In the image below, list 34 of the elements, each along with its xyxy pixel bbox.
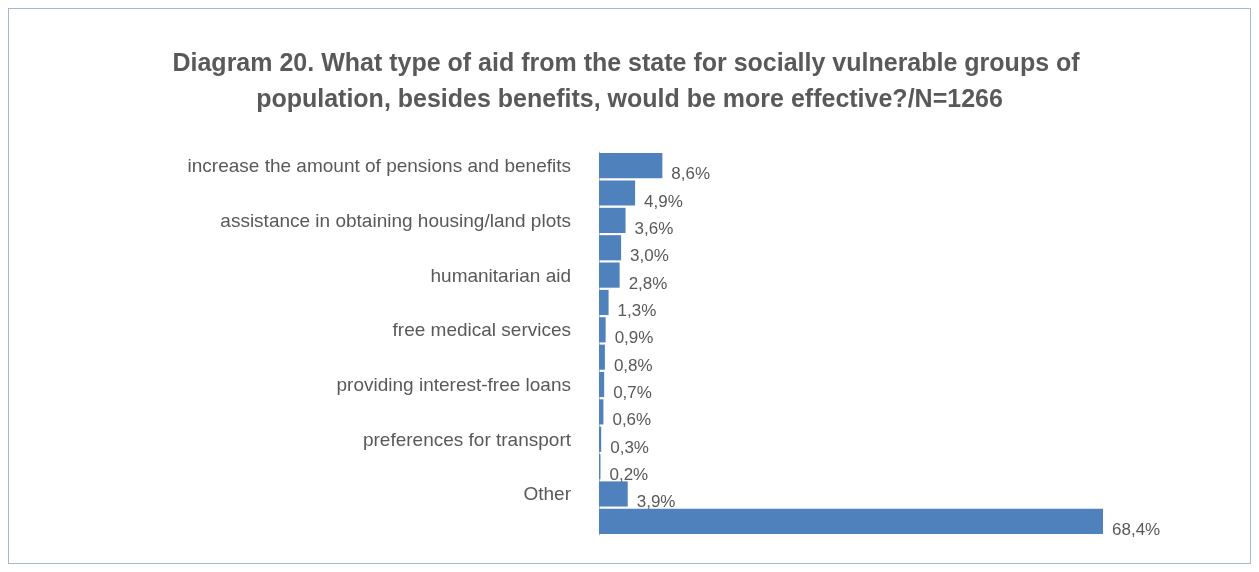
data-label: 8,6% xyxy=(671,164,711,184)
data-label: 68,4% xyxy=(1112,519,1161,539)
chart-title: Diagram 20. What type of aid from the state for socially vulnerable groups of population, besides benefits, would be more effective?/N=1266 xyxy=(172,48,1087,112)
bar xyxy=(599,481,628,507)
data-label: 0,9% xyxy=(614,328,654,348)
bar xyxy=(599,399,604,425)
data-label: 0,3% xyxy=(610,437,649,457)
bar xyxy=(599,153,663,179)
y-tick-label: preferences for transport xyxy=(362,428,572,450)
bar xyxy=(599,235,622,261)
bar xyxy=(599,180,636,206)
y-tick-label: providing interest-free loans xyxy=(336,374,571,396)
data-label: 0,8% xyxy=(613,355,653,375)
data-label: 3,9% xyxy=(636,492,676,512)
y-tick-label: Other xyxy=(523,483,572,505)
data-label: 1,3% xyxy=(617,300,657,320)
bar xyxy=(599,262,620,288)
y-tick-label: free medical services xyxy=(392,319,571,341)
data-label: 0,6% xyxy=(612,410,652,430)
data-label: 4,9% xyxy=(644,191,683,211)
bar xyxy=(599,317,606,343)
bar xyxy=(599,508,1103,534)
y-tick-label: humanitarian aid xyxy=(430,264,571,286)
y-tick-label: increase the amount of pensions and benefits xyxy=(187,155,571,177)
data-label: 0,2% xyxy=(609,465,649,485)
y-tick-label: assistance in obtaining housing/land plots xyxy=(220,209,571,231)
bar xyxy=(599,289,609,316)
data-label: 0,7% xyxy=(613,383,652,403)
data-label: 3,0% xyxy=(630,246,669,266)
data-label: 3,6% xyxy=(634,218,674,238)
bar xyxy=(599,207,626,233)
bar xyxy=(599,371,605,398)
data-label: 2,8% xyxy=(628,273,668,293)
bar xyxy=(599,344,605,370)
